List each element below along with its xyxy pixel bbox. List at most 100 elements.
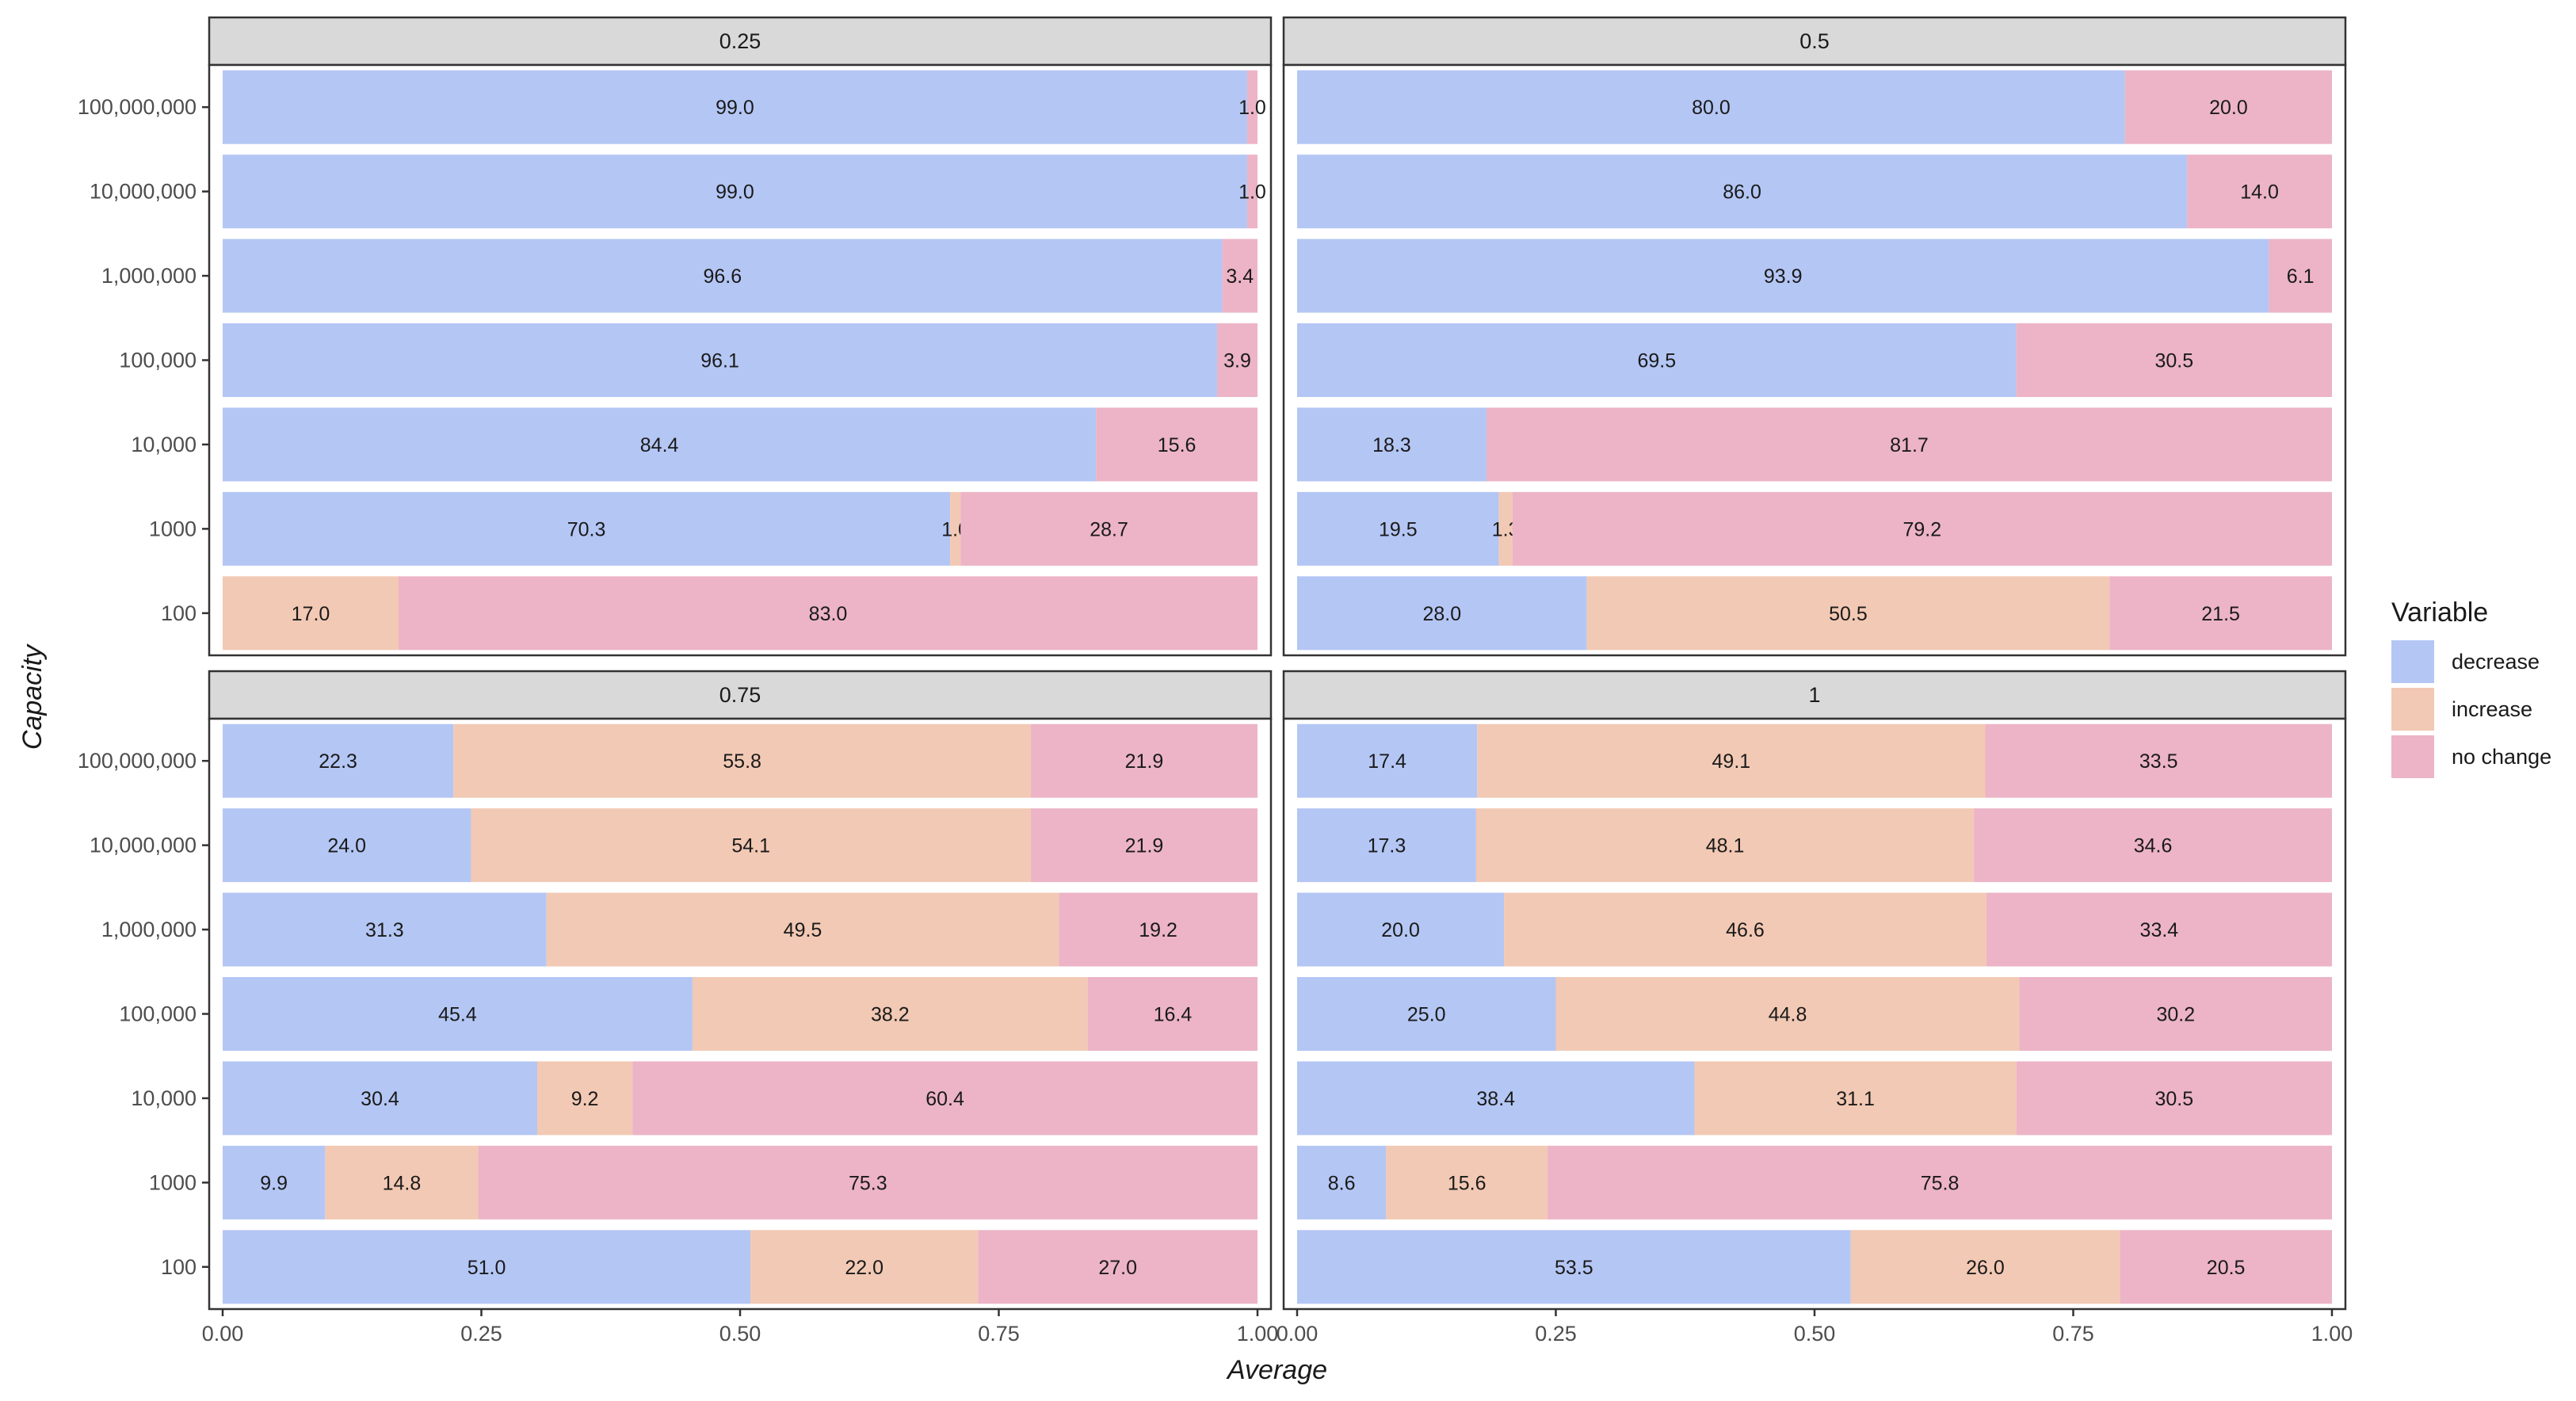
bar-value-label: 49.1 (1712, 750, 1751, 773)
bar-value-label: 69.5 (1637, 350, 1676, 372)
bar-value-label: 86.0 (1723, 181, 1761, 204)
y-tick-label: 100 (161, 1255, 197, 1279)
bar-segment-increase (1586, 576, 2110, 651)
bar-segment-increase (1498, 491, 1513, 566)
bar-value-label: 9.2 (571, 1088, 599, 1110)
y-tick-label: 100,000,000 (78, 749, 197, 773)
axes-layer: 100,000,000 10,000,000 1,000,000 100,000 10,… (17, 95, 2353, 1385)
y-tick-label: 100,000 (119, 349, 197, 372)
y-axis-title: Capacity (17, 643, 48, 750)
bar-segment-decrease (1297, 155, 2188, 229)
bar-segment-no-change (978, 1230, 1257, 1304)
bar-segment-no-change (1548, 1145, 2332, 1220)
bar-segment-decrease (1297, 323, 2017, 397)
bar-segment-no-change (1986, 892, 2332, 967)
bar-segment-decrease (1297, 239, 2269, 313)
bar-value-label: 27.0 (1098, 1257, 1137, 1279)
bar-segment-no-change (1512, 491, 2332, 566)
bar-segment-no-change (1246, 70, 1257, 144)
bar-segment-decrease (1297, 1145, 1387, 1220)
bar-segment-decrease (223, 1061, 538, 1136)
bar-value-label: 14.0 (2240, 181, 2279, 204)
legend-label: decrease (2452, 650, 2540, 674)
legend-key-increase (2391, 688, 2434, 731)
bar-segment-decrease (1297, 407, 1486, 482)
legend-title: Variable (2391, 597, 2488, 628)
bar-value-label: 60.4 (925, 1088, 964, 1110)
bar-value-label: 75.8 (1921, 1172, 1960, 1194)
bar-segment-decrease (223, 1230, 751, 1304)
bar-segment-no-change (399, 576, 1257, 651)
bar-value-label: 14.8 (383, 1172, 422, 1194)
x-tick-label: 1.00 (2311, 1322, 2353, 1346)
panels-layer: 0.25 99.0 1.0 99.0 1.0 96.6 3.4 96.1 3.9 84.4 15.6… (208, 16, 2347, 1311)
bar-segment-increase (1504, 892, 1986, 967)
x-tick-label: 0.75 (2052, 1322, 2094, 1346)
bar-value-label: 79.2 (1902, 518, 1941, 540)
legend: Variable decrease increase no change (2391, 597, 2551, 778)
bar-segment-decrease (223, 977, 693, 1051)
bar-segment-no-change (2109, 576, 2332, 651)
bar-segment-increase (471, 808, 1031, 883)
bar-segment-decrease (223, 808, 471, 883)
bar-segment-increase (1477, 723, 1986, 798)
bar-value-label: 9.9 (260, 1172, 288, 1194)
legend-key-no-change (2391, 735, 2434, 778)
x-tick-label: 0.25 (1535, 1322, 1577, 1346)
x-tick-label: 0.00 (202, 1322, 244, 1346)
bar-value-label: 33.5 (2139, 750, 2178, 773)
bar-value-label: 96.6 (703, 265, 742, 288)
legend-label: increase (2452, 697, 2532, 721)
bar-value-label: 75.3 (849, 1172, 887, 1194)
bar-value-label: 19.2 (1139, 919, 1177, 941)
bar-value-label: 3.9 (1223, 350, 1251, 372)
bar-value-label: 96.1 (700, 350, 739, 372)
bar-value-label: 53.5 (1555, 1257, 1593, 1279)
strip-background (1282, 670, 2347, 720)
panel-0.5: 0.5 80.0 20.0 86.0 14.0 93.9 6.1 69.5 30.5 18.3 81… (1282, 16, 2347, 657)
bar-value-label: 17.3 (1368, 835, 1406, 857)
bar-segment-no-change (2016, 1061, 2332, 1136)
bar-segment-increase (325, 1145, 479, 1220)
bar-value-label: 19.5 (1379, 518, 1418, 540)
panel-0.25: 0.25 99.0 1.0 99.0 1.0 96.6 3.4 96.1 3.9 84.4 15.6… (208, 16, 1273, 657)
bar-segment-no-change (1030, 723, 1257, 798)
bar-segment-no-change (1974, 808, 2332, 883)
bar-segment-increase (546, 892, 1059, 967)
bar-value-label: 15.6 (1448, 1172, 1486, 1194)
panel-1: 1 17.4 49.1 33.5 17.3 48.1 34.6 20.0 46.6 33.4 25.… (1282, 670, 2347, 1311)
bar-value-label: 3.4 (1226, 265, 1254, 288)
bar-value-label: 99.0 (716, 181, 754, 204)
x-tick-label: 0.50 (1794, 1322, 1836, 1346)
bar-value-label: 70.3 (567, 518, 606, 540)
bar-segment-increase (1555, 977, 2020, 1051)
bar-segment-decrease (1297, 892, 1505, 967)
bar-value-label: 51.0 (467, 1257, 506, 1279)
x-tick-label: 0.75 (978, 1322, 1020, 1346)
bar-segment-no-change (960, 491, 1257, 566)
bar-value-label: 45.4 (438, 1004, 477, 1026)
bar-value-label: 38.4 (1476, 1088, 1515, 1110)
bar-value-label: 83.0 (809, 603, 848, 625)
bar-segment-decrease (1297, 723, 1478, 798)
bar-value-label: 30.4 (361, 1088, 399, 1110)
bar-value-label: 20.0 (2209, 97, 2248, 119)
bar-segment-no-change (1087, 977, 1257, 1051)
y-tick-label: 10,000 (131, 1086, 197, 1110)
bar-segment-increase (692, 977, 1088, 1051)
bar-segment-no-change (2187, 155, 2332, 229)
x-tick-label: 0.25 (460, 1322, 502, 1346)
y-tick-label: 100 (161, 601, 197, 625)
bar-segment-no-change (1059, 892, 1257, 967)
bar-value-label: 1.0 (1238, 97, 1266, 119)
y-tick-label: 10,000 (131, 433, 197, 456)
bar-segment-decrease (223, 723, 454, 798)
bar-value-label: 17.0 (292, 603, 330, 625)
bar-segment-no-change (2019, 977, 2332, 1051)
bar-value-label: 31.1 (1836, 1088, 1875, 1110)
bar-value-label: 30.5 (2154, 350, 2193, 372)
bar-segment-increase (537, 1061, 633, 1136)
bar-value-label: 16.4 (1154, 1004, 1193, 1026)
strip-background (208, 16, 1273, 67)
